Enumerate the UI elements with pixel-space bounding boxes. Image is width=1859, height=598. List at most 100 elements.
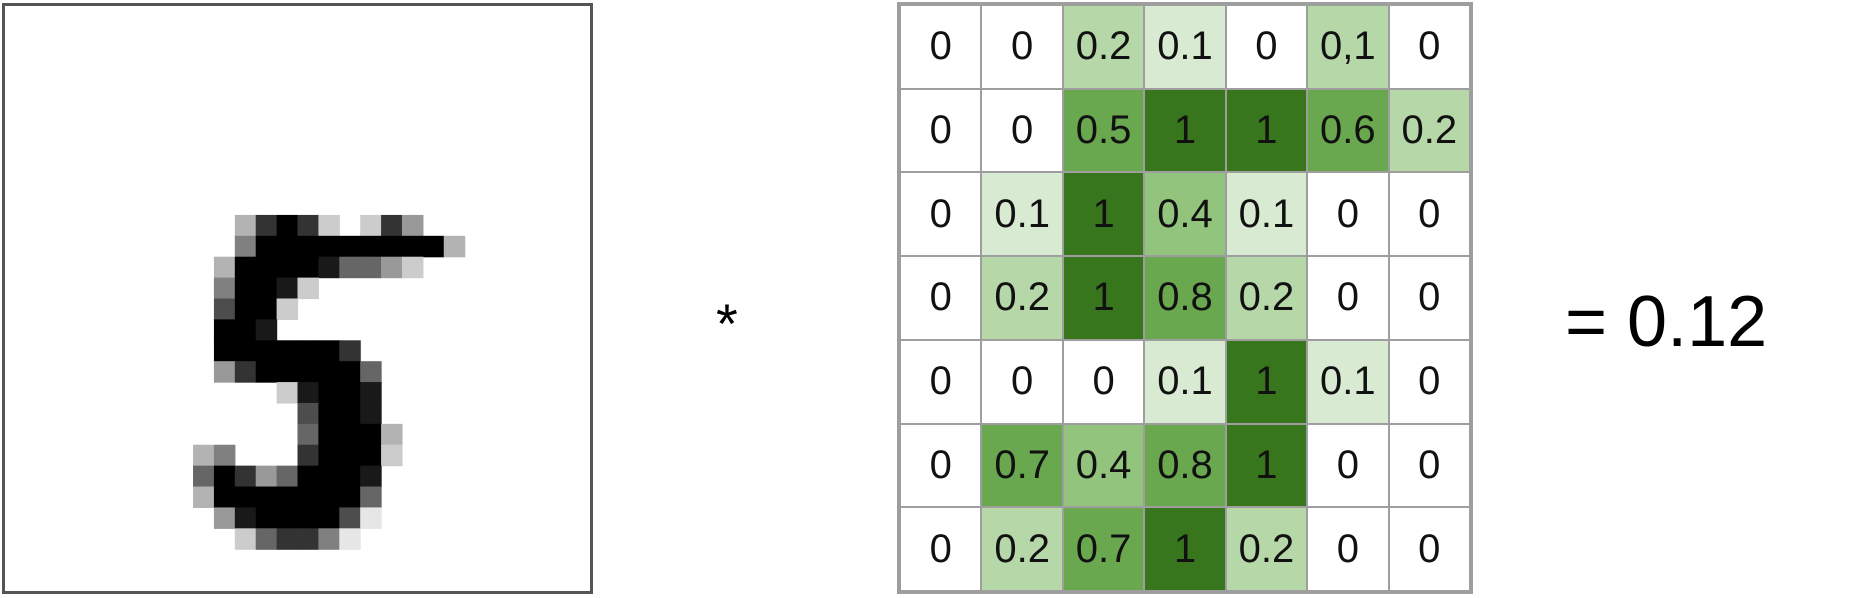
digit-pixel	[360, 486, 382, 509]
weight-cell: 0	[900, 507, 982, 591]
weight-cell: 0.7	[1062, 507, 1145, 591]
weight-cell: 0	[900, 339, 982, 424]
digit-pixel	[213, 444, 236, 467]
digit-pixel	[276, 465, 299, 488]
digit-pixel	[276, 214, 299, 237]
weight-cell: 0.1	[1144, 5, 1226, 89]
weight-cell: 0	[900, 172, 982, 257]
weight-cell: 1	[1144, 507, 1226, 591]
digit-pixel	[234, 277, 257, 300]
digit-pixel	[234, 319, 257, 341]
digit-pixel	[360, 402, 382, 425]
digit-pixel	[339, 528, 361, 550]
weight-cell: 0	[1388, 5, 1470, 89]
digit-pixel	[276, 528, 299, 550]
digit-pixel	[234, 486, 257, 509]
digit-pixel	[318, 444, 340, 467]
digit-pixel	[318, 423, 340, 446]
digit-pixel	[193, 444, 215, 467]
weight-cell: 1	[1225, 339, 1308, 424]
digit-pixel	[234, 256, 257, 279]
digit-pixel	[360, 382, 382, 404]
digit-pixel	[339, 402, 361, 425]
digit-pixel	[360, 256, 382, 279]
weight-cell: 0	[1388, 507, 1470, 591]
digit-pixel	[339, 340, 361, 362]
digit-pixel	[297, 507, 319, 529]
digit-pixel	[318, 465, 340, 488]
digit-pixel	[255, 214, 278, 237]
digit-pixel	[318, 340, 340, 362]
digit-pixel	[381, 256, 403, 279]
digit-pixel	[339, 235, 361, 258]
weight-cell: 0.5	[1062, 88, 1145, 173]
digit-pixel	[297, 444, 319, 467]
weight-cell: 0	[1307, 172, 1389, 257]
digit-pixel	[360, 235, 382, 258]
weight-cell: 0.2	[981, 507, 1063, 591]
digit-pixel	[339, 465, 361, 488]
weight-cell: 0.2	[981, 256, 1063, 340]
digit-pixel	[297, 528, 319, 550]
weight-cell: 1	[1225, 423, 1308, 508]
weight-cell: 0	[1388, 256, 1470, 340]
digit-pixel	[255, 528, 278, 550]
weight-cell: 0	[981, 88, 1063, 173]
digit-pixel	[213, 507, 236, 529]
weight-cell: 0	[900, 256, 982, 340]
digit-pixel	[318, 402, 340, 425]
digit-pixel	[318, 382, 340, 404]
digit-pixel	[213, 256, 236, 279]
digit-pixel	[255, 361, 278, 383]
digit-pixel	[276, 277, 299, 300]
digit-pixel	[297, 465, 319, 488]
digit-pixel	[297, 361, 319, 383]
digit-pixel	[381, 214, 403, 237]
digit-pixel	[297, 382, 319, 404]
digit-pixel	[255, 319, 278, 341]
weight-cell: 0	[1388, 339, 1470, 424]
digit-pixel	[234, 235, 257, 258]
digit-pixel	[234, 214, 257, 237]
weight-cell: 0.2	[1225, 256, 1308, 340]
weight-cell: 0.2	[1388, 88, 1470, 173]
weight-cell: 0.1	[1225, 172, 1308, 257]
digit-pixel	[234, 361, 257, 383]
digit-pixel	[318, 235, 340, 258]
weight-cell: 0	[1388, 423, 1470, 508]
weight-cell: 0	[1307, 507, 1389, 591]
digit-pixel	[443, 235, 466, 258]
digit-pixel	[213, 361, 236, 383]
weight-cell: 0.8	[1144, 423, 1226, 508]
digit-pixel	[255, 277, 278, 300]
weight-cell: 0	[1062, 339, 1145, 424]
digit-pixel	[360, 423, 382, 446]
weight-cell: 1	[1062, 256, 1145, 340]
digit-pixel	[213, 298, 236, 320]
digit-pixel	[297, 423, 319, 446]
digit-pixel	[276, 361, 299, 383]
digit-pixel	[255, 235, 278, 258]
digit-pixel	[318, 361, 340, 383]
digit-pixel	[276, 256, 299, 279]
digit-pixel	[318, 528, 340, 550]
digit-pixel	[381, 235, 403, 258]
digit-pixel	[213, 319, 236, 341]
digit-pixel	[339, 256, 361, 279]
weight-cell: 0.7	[981, 423, 1063, 508]
digit-pixel	[255, 298, 278, 320]
weight-cell: 0.1	[981, 172, 1063, 257]
digit-pixel	[276, 507, 299, 529]
digit-pixel	[318, 507, 340, 529]
digit-pixel	[276, 486, 299, 509]
weight-grid: 0 0 0.2 0.1 0 0,1 0 0 0 0.5 1 1 0.6 0.2 0 0.1 1 0.4 0.1 0 0 0…	[897, 2, 1473, 594]
weight-cell: 0	[981, 339, 1063, 424]
digit-pixel	[297, 256, 319, 279]
digit-pixel	[255, 340, 278, 362]
digit-pixel	[381, 444, 403, 467]
digit-pixel	[360, 214, 382, 237]
digit-pixel	[255, 465, 278, 488]
weight-cell: 0.1	[1307, 339, 1389, 424]
digit-pixel	[276, 298, 299, 320]
weight-cell: 1	[1062, 172, 1145, 257]
